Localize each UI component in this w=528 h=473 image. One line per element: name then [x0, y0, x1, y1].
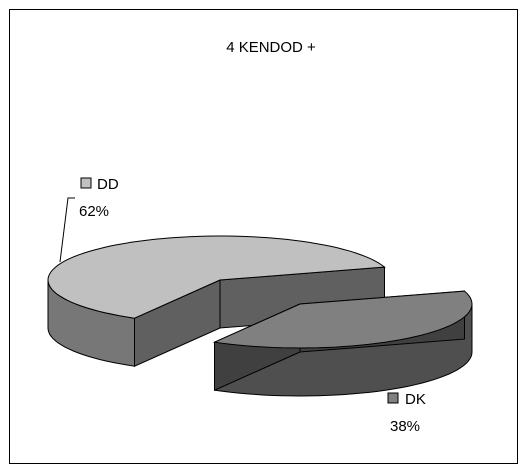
slice-dd: [47, 235, 386, 319]
chart-title: 4 KENDOD +: [226, 39, 316, 56]
slice-dk-name: DK: [405, 391, 426, 408]
slice-dk-percent-label: 38%: [390, 418, 420, 435]
slice-dk: [212, 290, 473, 349]
slice-dk-group: [212, 290, 473, 397]
slice-dd-name: DD: [97, 176, 119, 193]
slice-dd-percent-label: 62%: [79, 203, 109, 220]
slice-dk-legend-swatch: [387, 392, 399, 404]
slice-dd-leader-line: [59, 197, 75, 263]
slice-dd-legend-swatch: [80, 177, 92, 189]
